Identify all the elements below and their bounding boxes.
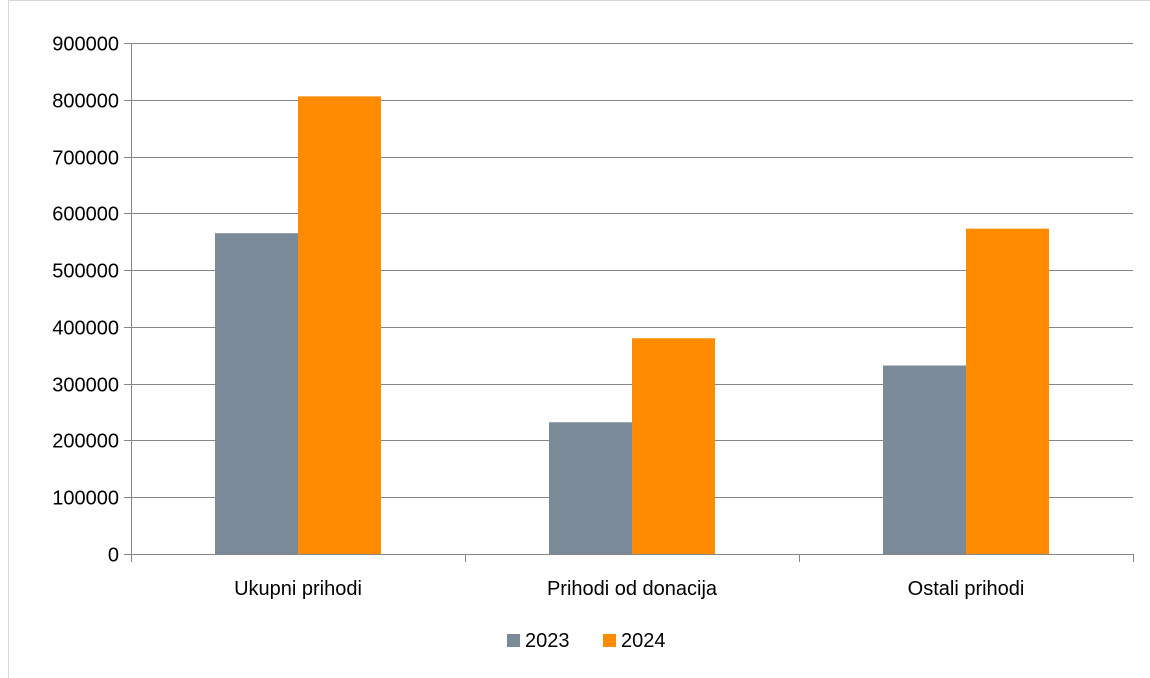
- x-category-label: Prihodi od donacija: [547, 578, 718, 600]
- y-tick-label: 700000: [52, 148, 119, 170]
- legend-label-2024: 2024: [621, 630, 666, 652]
- y-tick-label: 400000: [52, 318, 119, 340]
- bar-2023-2: [883, 365, 966, 554]
- bars: [215, 96, 1049, 555]
- y-tick-label: 0: [108, 545, 119, 567]
- y-tick-label: 200000: [52, 431, 119, 453]
- legend-swatch-2023: [507, 634, 520, 647]
- bar-2023-0: [215, 233, 298, 554]
- bar-2024-0: [298, 96, 381, 555]
- chart-frame: [8, 0, 1150, 678]
- legend-swatch-2024: [603, 634, 616, 647]
- bar-2023-1: [549, 422, 632, 554]
- y-tick-label: 800000: [52, 91, 119, 113]
- y-tick-label: 500000: [52, 261, 119, 283]
- y-tick-label: 100000: [52, 488, 119, 510]
- x-category-label: Ukupni prihodi: [234, 578, 362, 600]
- y-tick-label: 300000: [52, 375, 119, 397]
- bar-2024-2: [966, 228, 1049, 554]
- y-tick-label: 600000: [52, 204, 119, 226]
- axes: 0 100000 200000 300000 400000 500000 600000 700…: [52, 34, 1134, 600]
- legend-label-2023: 2023: [525, 630, 570, 652]
- x-category-label: Ostali prihodi: [908, 578, 1025, 600]
- y-tick-label: 900000: [52, 34, 119, 56]
- bar-2024-1: [632, 338, 715, 554]
- legend: 2023 2024: [507, 630, 666, 652]
